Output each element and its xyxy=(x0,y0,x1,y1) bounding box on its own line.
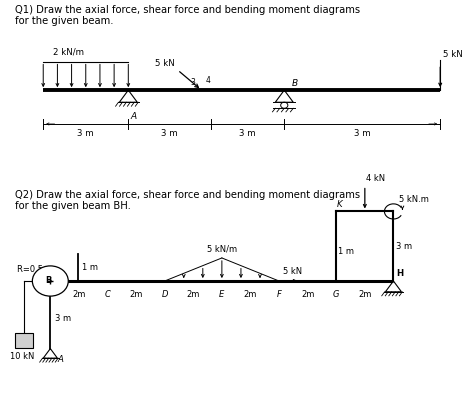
Text: 2m: 2m xyxy=(301,290,314,299)
Text: B: B xyxy=(292,79,298,88)
Text: 3 m: 3 m xyxy=(55,314,71,323)
Text: 3 m: 3 m xyxy=(354,129,371,138)
Text: 3 m: 3 m xyxy=(77,129,94,138)
Text: 5 kN: 5 kN xyxy=(155,59,175,68)
Text: 2m: 2m xyxy=(72,290,86,299)
Text: 2 kN/m: 2 kN/m xyxy=(53,48,84,57)
Text: A: A xyxy=(131,112,137,121)
Bar xyxy=(15,333,33,348)
Text: R=0.5 m: R=0.5 m xyxy=(17,265,54,274)
Text: F: F xyxy=(277,290,282,299)
Text: B: B xyxy=(45,276,51,285)
Text: Q1) Draw the axial force, shear force and bending moment diagrams
for the given : Q1) Draw the axial force, shear force an… xyxy=(15,5,360,26)
Text: 5 kN/m: 5 kN/m xyxy=(207,245,237,254)
Text: 3 m: 3 m xyxy=(161,129,178,138)
Text: 3: 3 xyxy=(191,78,196,87)
Circle shape xyxy=(32,266,68,296)
Text: 5 kN: 5 kN xyxy=(443,50,462,59)
Text: 5 kN.m: 5 kN.m xyxy=(399,195,429,204)
Text: 4 kN: 4 kN xyxy=(366,174,385,183)
Text: G: G xyxy=(333,290,339,299)
Text: 2m: 2m xyxy=(187,290,200,299)
Text: 2m: 2m xyxy=(358,290,372,299)
Text: E: E xyxy=(219,290,225,299)
Text: 2m: 2m xyxy=(129,290,143,299)
Text: C: C xyxy=(105,290,110,299)
Text: A: A xyxy=(57,356,64,364)
Text: 4: 4 xyxy=(205,75,210,85)
Text: D: D xyxy=(162,290,168,299)
Text: 10 kN: 10 kN xyxy=(10,352,34,361)
Text: Q2) Draw the axial force, shear force and bending moment diagrams
for the given : Q2) Draw the axial force, shear force an… xyxy=(15,190,360,211)
Text: H: H xyxy=(396,269,403,278)
Text: K: K xyxy=(337,200,343,209)
Text: 3 m: 3 m xyxy=(239,129,256,138)
Text: 2m: 2m xyxy=(244,290,257,299)
Text: 3 m: 3 m xyxy=(396,241,412,251)
Text: 5 kN: 5 kN xyxy=(283,267,302,276)
Text: 1 m: 1 m xyxy=(338,247,354,256)
Text: 1 m: 1 m xyxy=(82,263,98,272)
